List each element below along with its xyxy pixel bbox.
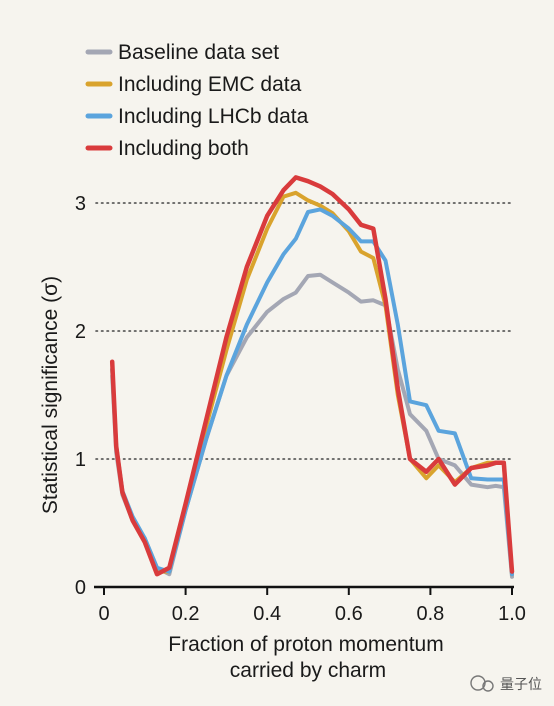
x-tick-label-3: 0.6 [335, 603, 363, 625]
chat-bubble-icon-small [482, 680, 494, 692]
x-tick-label-0: 0 [98, 603, 109, 625]
x-tick-label-2: 0.4 [253, 603, 281, 625]
legend-label-0: Baseline data set [118, 41, 279, 64]
x-tick-label-1: 0.2 [172, 603, 200, 625]
series-line-1 [110, 190, 514, 577]
x-axis-label-line-2: carried by charm [230, 659, 386, 682]
y-tick-label-3: 3 [75, 193, 86, 215]
y-axis-label: Statistical significance (σ) [39, 276, 62, 514]
legend-label-1: Including EMC data [118, 73, 302, 96]
series-line-0 [110, 272, 514, 579]
x-tick-label-5: 1.0 [498, 603, 526, 625]
watermark-text: 量子位 [500, 676, 542, 692]
axes: 0 0.2 0.4 0.6 0.8 1.0 0 1 2 3 [75, 193, 526, 625]
series-line-3 [109, 175, 515, 577]
x-tick-label-4: 0.8 [416, 603, 444, 625]
x-axis-label-line-1: Fraction of proton momentum [168, 633, 443, 656]
legend-label-3: Including both [118, 137, 249, 160]
y-tick-label-1: 1 [75, 449, 86, 471]
y-tick-label-2: 2 [75, 321, 86, 343]
legend-label-2: Including LHCb data [118, 105, 309, 128]
chat-bubble-icon [470, 675, 486, 691]
series-line-2 [110, 207, 514, 577]
grid-lines [95, 202, 513, 460]
series-lines [109, 175, 515, 579]
y-tick-label-0: 0 [75, 577, 86, 599]
watermark: 量子位 [470, 675, 542, 692]
legend: Baseline data set Including EMC data Inclu… [85, 41, 309, 160]
